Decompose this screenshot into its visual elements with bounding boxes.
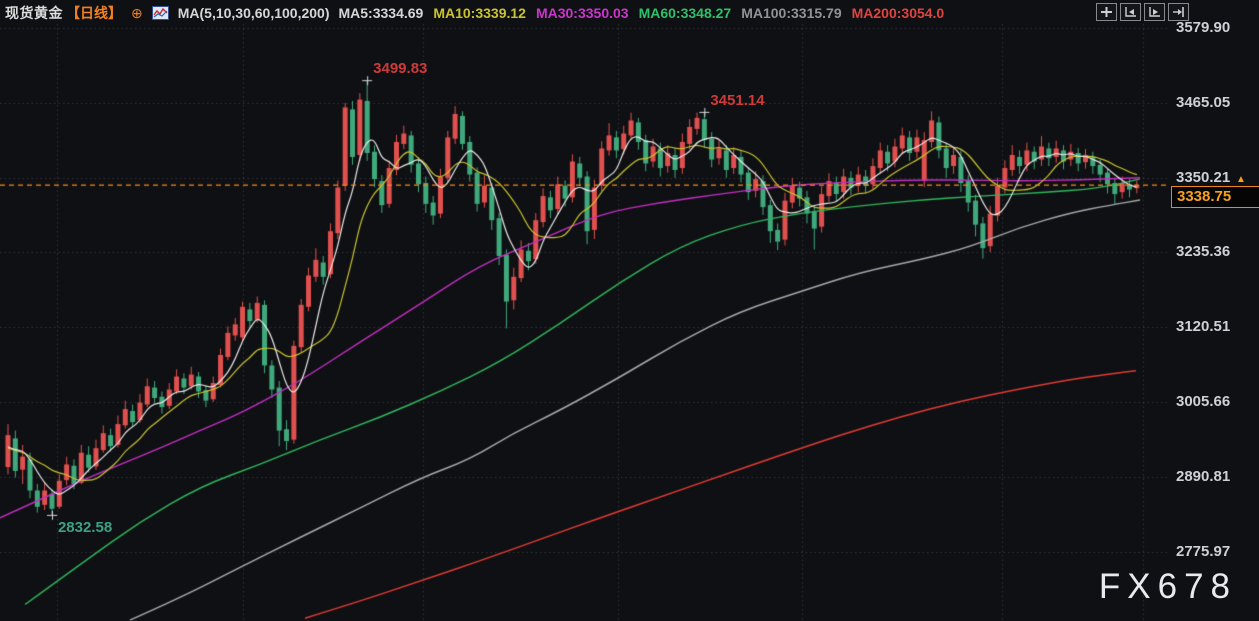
axis-scale-play-icon[interactable] bbox=[1144, 3, 1165, 21]
mini-chart-icon[interactable] bbox=[151, 6, 169, 20]
watermark: FX678 bbox=[1098, 567, 1237, 606]
pan-tool-icon[interactable] bbox=[1096, 3, 1117, 21]
period-tag: 【日线】 bbox=[66, 5, 122, 21]
chart-toolbar bbox=[1096, 3, 1189, 21]
price-annotation: 3499.83 bbox=[373, 60, 428, 78]
ma-legend-item: MA60:3348.27 bbox=[638, 5, 732, 21]
price-annotation: 2832.58 bbox=[57, 518, 113, 536]
exit-right-icon[interactable] bbox=[1168, 3, 1189, 21]
circle-plus-icon[interactable]: ⊕ bbox=[131, 5, 143, 21]
ma-legend-item: MA5:3334.69 bbox=[338, 5, 424, 21]
last-price-arrow-icon: ▲ bbox=[1236, 174, 1246, 186]
chart-header: 现货黄金 【日线】 ⊕ MA(5,10,30,60,100,200) MA5:33… bbox=[5, 3, 944, 23]
ma-legend: MA5:3334.69 MA10:3339.12 MA30:3350.03 MA60:… bbox=[339, 5, 945, 21]
ma-legend-item: MA10:3339.12 bbox=[433, 5, 526, 21]
ma-legend-item: MA30:3350.03 bbox=[535, 5, 629, 21]
axis-scale-left-icon[interactable] bbox=[1120, 3, 1141, 21]
ma-legend-item: MA200:3054.0 bbox=[851, 5, 945, 21]
ma-group-label: MA(5,10,30,60,100,200) bbox=[177, 5, 330, 21]
symbol-name: 现货黄金 bbox=[5, 5, 63, 21]
price-annotation: 3451.14 bbox=[710, 91, 765, 109]
ma-legend-item: MA100:3315.79 bbox=[741, 5, 842, 21]
last-price-tag: 3338.75 bbox=[1171, 186, 1259, 209]
